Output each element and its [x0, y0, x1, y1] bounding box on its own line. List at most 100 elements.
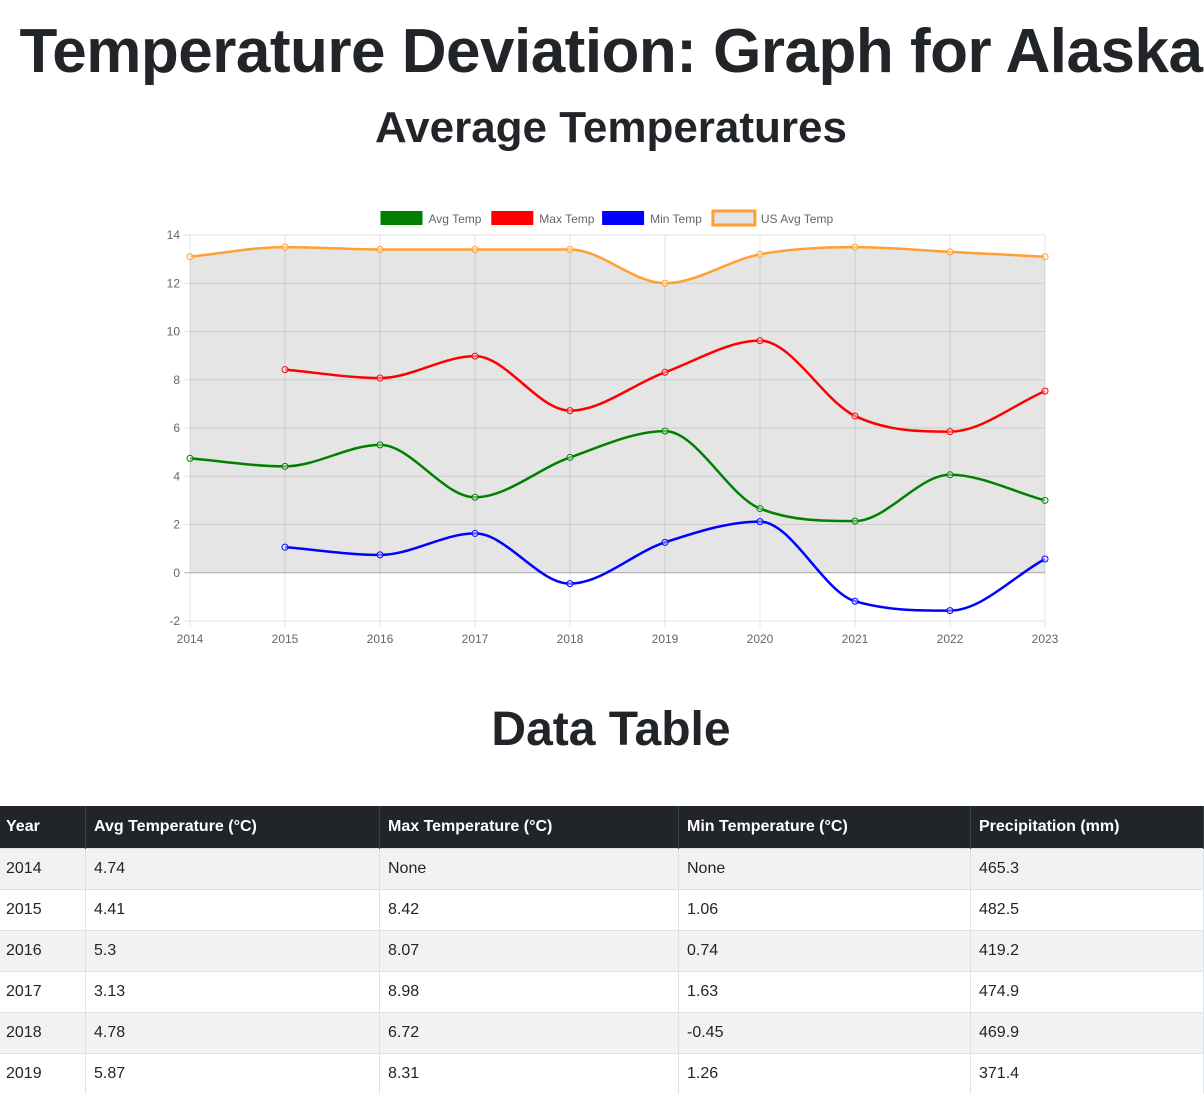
x-tick-label: 2022: [937, 632, 964, 646]
y-tick-label: 10: [167, 325, 181, 339]
cell-min-temp: -0.45: [678, 1012, 971, 1054]
table-row: 2014 4.74 None None 465.3: [0, 848, 1204, 890]
table-row: 2015 4.41 8.42 1.06 482.5: [0, 889, 1204, 931]
data-point: [851, 243, 859, 251]
cell-min-temp: None: [678, 848, 971, 890]
cell-avg-temp: 5.3: [85, 930, 380, 972]
cell-max-temp: 6.72: [379, 1012, 679, 1054]
cell-avg-temp: 3.13: [85, 971, 380, 1013]
table-heading: Data Table: [491, 703, 731, 756]
x-tick-label: 2014: [177, 632, 204, 646]
data-point: [661, 538, 669, 546]
x-tick-label: 2021: [842, 632, 869, 646]
data-point: [281, 543, 289, 551]
cell-max-temp: 8.42: [379, 889, 679, 931]
y-tick-label: 0: [173, 566, 180, 580]
header-precipitation: Precipitation (mm): [970, 806, 1204, 849]
data-point: [281, 243, 289, 251]
data-point: [471, 529, 479, 537]
cell-min-temp: 1.63: [678, 971, 971, 1013]
data-point: [756, 505, 764, 513]
plot-area: -2 0 2 4 6 8 10 12 14 2014 2015 2016 2017 2018 2019 202…: [167, 228, 1059, 646]
data-point: [1041, 253, 1049, 261]
y-tick-label: 6: [173, 421, 180, 435]
data-point: [946, 471, 954, 479]
y-tick-label: -2: [169, 614, 180, 628]
data-point: [756, 337, 764, 345]
table-row: 2016 5.3 8.07 0.74 419.2: [0, 930, 1204, 972]
legend-label: Min Temp: [650, 212, 702, 226]
data-point: [471, 245, 479, 253]
x-tick-label: 2019: [652, 632, 679, 646]
cell-min-temp: 1.26: [678, 1053, 971, 1094]
data-point: [186, 454, 194, 462]
y-tick-label: 8: [173, 373, 180, 387]
x-tick-label: 2017: [462, 632, 489, 646]
data-point: [1041, 496, 1049, 504]
data-point: [471, 493, 479, 501]
data-point: [566, 407, 574, 415]
header-year: Year: [0, 806, 86, 849]
series-line: [284, 520, 1046, 612]
chart-heading: Average Temperatures: [375, 103, 847, 152]
cell-precipitation: 474.9: [970, 971, 1204, 1013]
cell-precipitation: 469.9: [970, 1012, 1204, 1054]
x-tick-label: 2018: [557, 632, 584, 646]
table-row: 2017 3.13 8.98 1.63 474.9: [0, 971, 1204, 1013]
y-tick-label: 12: [167, 276, 181, 290]
data-point: [281, 462, 289, 470]
page-title: Temperature Deviation: Graph for Alaska: [19, 17, 1203, 86]
data-point: [376, 245, 384, 253]
data-point: [756, 518, 764, 526]
data-point: [851, 597, 859, 605]
cell-min-temp: 0.74: [678, 930, 971, 972]
data-point: [471, 352, 479, 360]
data-point: [946, 248, 954, 256]
data-point: [946, 607, 954, 615]
data-point: [376, 374, 384, 382]
cell-avg-temp: 4.74: [85, 848, 380, 890]
cell-precipitation: 419.2: [970, 930, 1204, 972]
cell-precipitation: 465.3: [970, 848, 1204, 890]
legend-label: Max Temp: [539, 212, 594, 226]
data-point: [661, 427, 669, 435]
data-point: [1041, 387, 1049, 395]
data-point: [566, 245, 574, 253]
data-point: [851, 412, 859, 420]
data-point: [566, 580, 574, 588]
data-point: [851, 517, 859, 525]
legend-swatch: [711, 209, 757, 227]
temperature-line-chart: Avg Temp Max Temp Min Temp US Avg Temp -2 0 2…: [167, 209, 1059, 646]
x-tick-label: 2016: [367, 632, 394, 646]
cell-min-temp: 1.06: [678, 889, 971, 931]
legend-swatch: [380, 211, 423, 225]
table-row: 2019 5.87 8.31 1.26 371.4: [0, 1053, 1204, 1094]
y-tick-label: 4: [173, 469, 180, 483]
data-table: Year Avg Temperature (°C) Max Temperatur…: [0, 806, 1204, 1094]
data-point: [376, 441, 384, 449]
cell-avg-temp: 4.78: [85, 1012, 380, 1054]
legend-swatch: [602, 211, 645, 225]
data-point: [281, 366, 289, 374]
data-point: [946, 428, 954, 436]
cell-year: 2014: [0, 848, 86, 890]
cell-year: 2015: [0, 889, 86, 931]
data-point: [661, 368, 669, 376]
series-line: [284, 339, 1046, 433]
cell-max-temp: 8.07: [379, 930, 679, 972]
series-line: [189, 429, 1046, 523]
y-tick-label: 14: [167, 228, 181, 242]
legend-label: US Avg Temp: [761, 212, 834, 226]
cell-max-temp: 8.98: [379, 971, 679, 1013]
cell-precipitation: 482.5: [970, 889, 1204, 931]
table-body: 2014 4.74 None None 465.3 2015 4.41 8.42 1.06 482…: [0, 848, 1204, 1094]
x-tick-label: 2020: [747, 632, 774, 646]
series-line: [189, 245, 1046, 285]
cell-year: 2019: [0, 1053, 86, 1094]
data-point: [756, 250, 764, 258]
chart-legend: Avg Temp Max Temp Min Temp US Avg Temp: [380, 209, 834, 227]
data-point: [376, 551, 384, 559]
data-point: [566, 453, 574, 461]
cell-avg-temp: 5.87: [85, 1053, 380, 1094]
series-area-fill: [190, 247, 1045, 573]
